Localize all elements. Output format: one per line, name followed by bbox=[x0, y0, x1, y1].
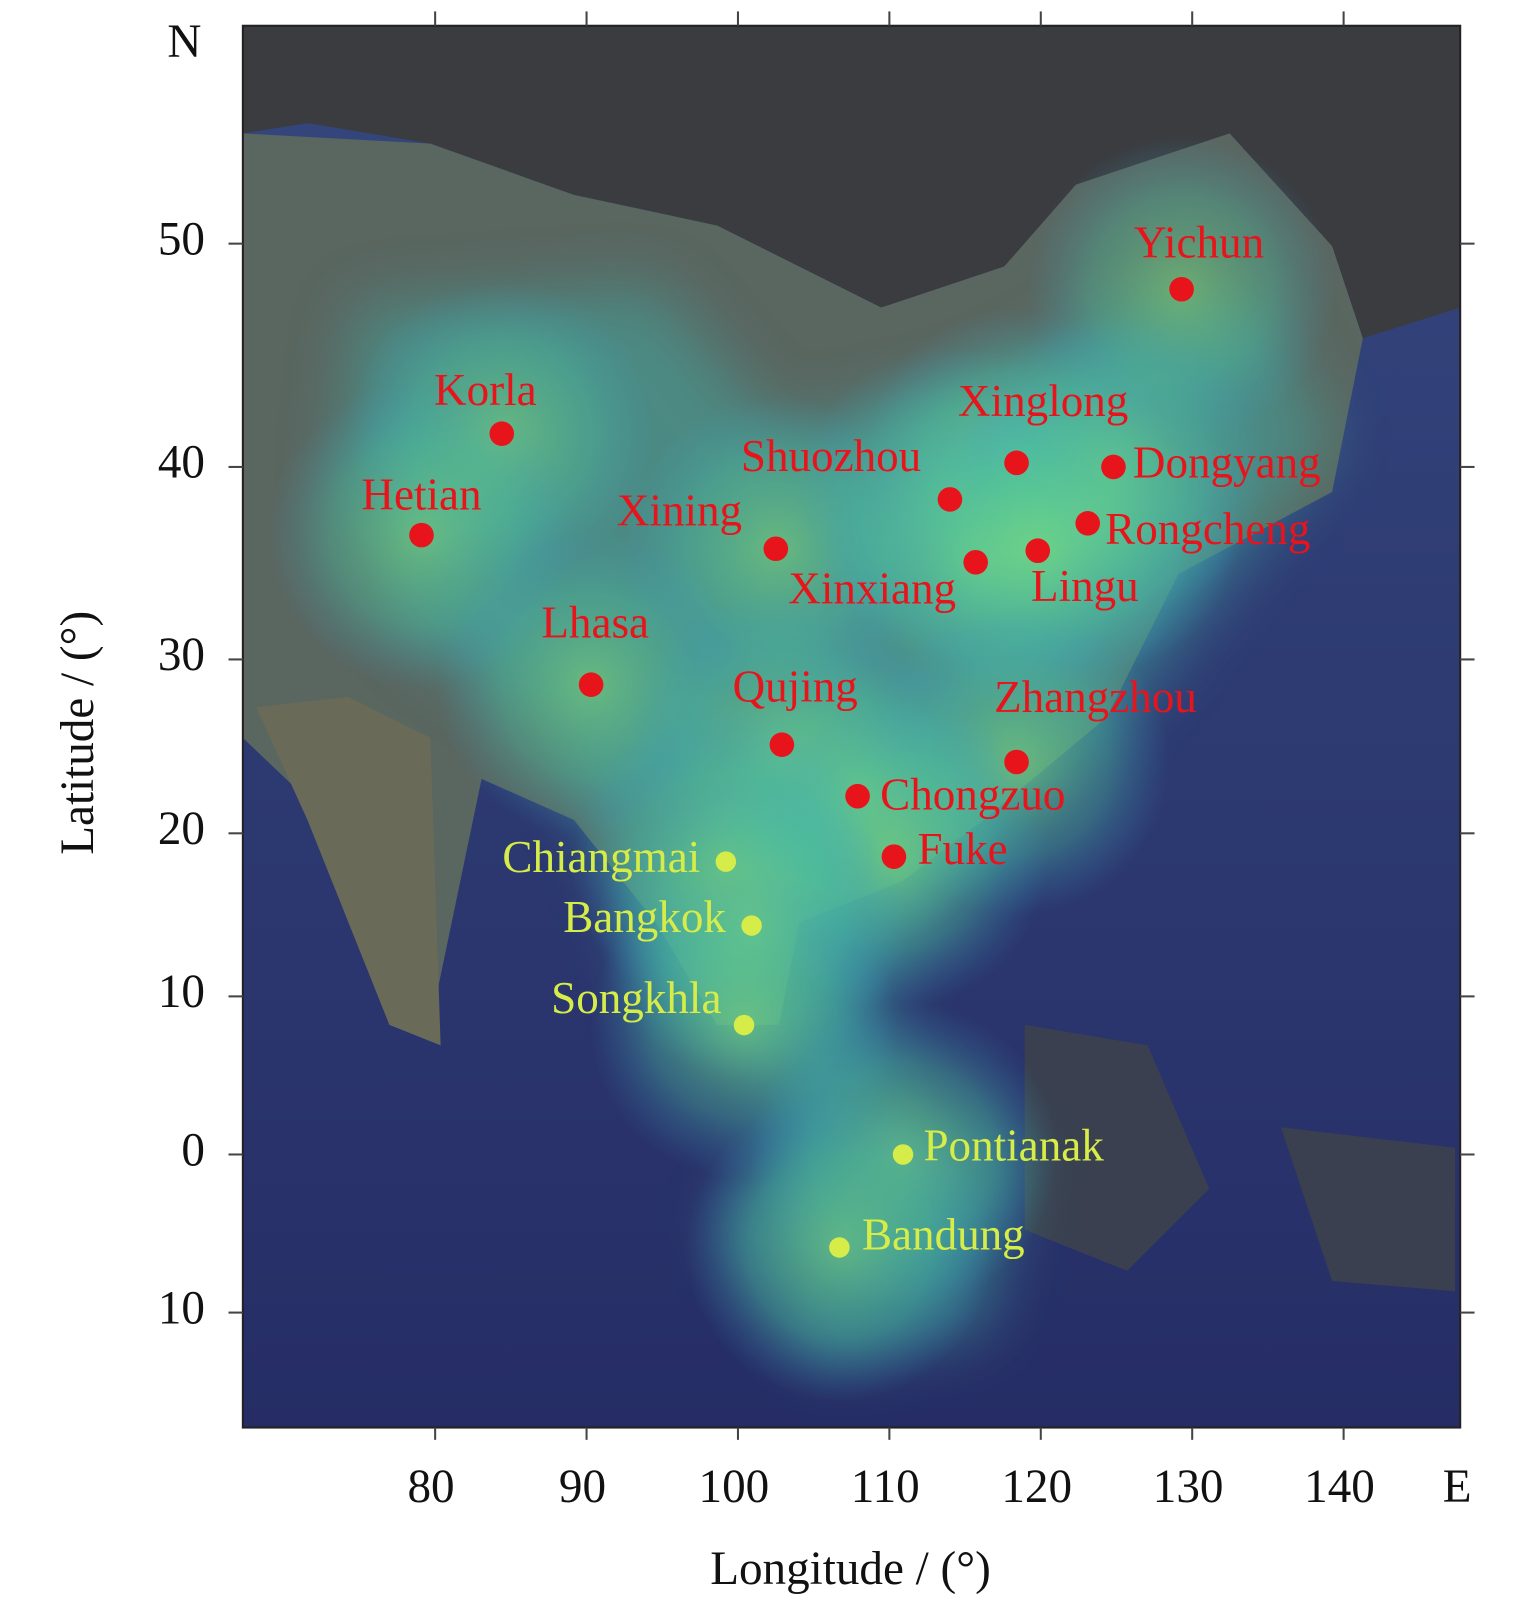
station-marker bbox=[1004, 749, 1029, 775]
station-label: Xinxiang bbox=[788, 563, 956, 613]
station-marker bbox=[1025, 538, 1051, 564]
x-tick-label: 130 bbox=[1153, 1461, 1224, 1513]
station-marker bbox=[1004, 450, 1029, 476]
station-label: Lingu bbox=[1031, 561, 1139, 611]
station-label: Zhangzhou bbox=[994, 672, 1197, 722]
station-label: Xinglong bbox=[958, 376, 1128, 426]
station-label: Songkhla bbox=[551, 973, 721, 1023]
x-tick-label: 120 bbox=[1001, 1461, 1072, 1513]
station-label: Rongcheng bbox=[1105, 504, 1310, 554]
station-label: Hetian bbox=[361, 470, 481, 520]
station-label: Fuke bbox=[917, 824, 1007, 874]
x-tick-label: 100 bbox=[699, 1461, 770, 1513]
basemap bbox=[242, 25, 1461, 1428]
station-marker bbox=[881, 844, 907, 869]
x-tick-label: 80 bbox=[407, 1461, 454, 1513]
station-marker bbox=[963, 550, 988, 575]
station-marker bbox=[1075, 511, 1101, 536]
station-marker bbox=[1169, 276, 1194, 302]
y-tick-label: 10 bbox=[158, 966, 205, 1018]
x-axis-label: Longitude / (°) bbox=[710, 1543, 991, 1595]
station-marker bbox=[892, 1144, 914, 1165]
x-tick-label: 110 bbox=[851, 1461, 920, 1513]
station-label: Lhasa bbox=[541, 598, 649, 648]
station-marker bbox=[1101, 454, 1126, 480]
y-axis-label: Latitude / (°) bbox=[52, 611, 104, 855]
islands bbox=[1024, 1024, 1456, 1292]
north-label: N bbox=[167, 16, 201, 68]
y-tick-label: 20 bbox=[158, 803, 205, 855]
station-label: Chongzuo bbox=[880, 770, 1065, 820]
north-land bbox=[242, 25, 1461, 339]
station-marker bbox=[829, 1237, 850, 1258]
station-label: Chiangmai bbox=[502, 832, 700, 882]
east-label: E bbox=[1443, 1461, 1472, 1513]
x-tick-label: 90 bbox=[559, 1461, 606, 1513]
station-label: Pontianak bbox=[923, 1121, 1104, 1171]
station-label: Qujing bbox=[733, 662, 858, 712]
station-label: Dongyang bbox=[1133, 437, 1321, 487]
india-land bbox=[256, 696, 441, 1046]
station-label: Yichun bbox=[1134, 218, 1264, 268]
station-label: Shuozhou bbox=[741, 431, 921, 481]
station-marker bbox=[578, 672, 604, 697]
y-tick-label: 0 bbox=[181, 1124, 205, 1176]
y-tick-label: 50 bbox=[158, 213, 205, 265]
y-tick-label: 10 bbox=[158, 1282, 205, 1334]
x-tick-label: 140 bbox=[1304, 1461, 1375, 1513]
station-label: Bandung bbox=[862, 1210, 1025, 1260]
station-marker bbox=[937, 487, 963, 512]
station-marker bbox=[769, 732, 795, 757]
y-tick-label: 30 bbox=[158, 629, 205, 681]
station-marker bbox=[715, 851, 737, 872]
y-tick-label: 40 bbox=[158, 437, 205, 489]
station-marker bbox=[845, 783, 870, 809]
station-label: Korla bbox=[434, 365, 537, 415]
station-marker bbox=[741, 915, 762, 936]
station-marker bbox=[409, 522, 434, 548]
station-marker bbox=[489, 421, 515, 446]
station-label: Xining bbox=[617, 485, 742, 535]
station-marker bbox=[763, 536, 789, 562]
station-marker bbox=[733, 1014, 755, 1036]
station-label: Bangkok bbox=[563, 892, 726, 942]
frame bbox=[241, 24, 1462, 1429]
